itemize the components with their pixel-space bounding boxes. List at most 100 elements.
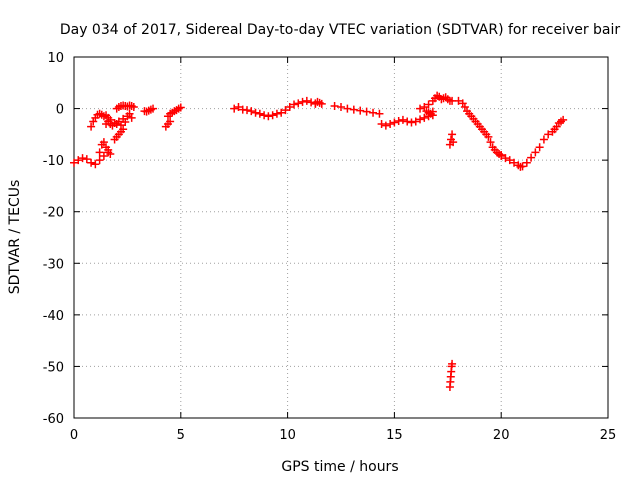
data-point [337,103,345,112]
data-point [264,112,273,121]
x-axis-label: GPS time / hours [281,459,398,475]
data-point [272,109,281,118]
data-point [302,96,311,105]
data-point [448,130,457,139]
data-point [277,108,286,117]
data-point [166,117,175,126]
data-point [411,117,420,126]
tick-layer: 0 5 10 15 20 25 10 0 -10 -20 -30 -40 -50 -60 [43,51,617,443]
data-point [99,138,108,147]
data-point [87,158,96,167]
data-point [281,106,290,115]
data-point [356,106,365,115]
data-point [486,138,495,147]
data-point [74,156,83,165]
data-point [125,109,134,118]
data-point [527,153,536,162]
x-tick-label: 5 [177,428,185,443]
x-tick-label: 25 [600,428,617,443]
data-point [518,162,527,171]
data-point [559,115,568,124]
data-point [149,104,158,113]
x-tick-label: 15 [386,428,403,443]
data-point [91,160,100,169]
data-point [317,99,326,108]
y-tick-label: -60 [43,412,64,427]
data-point [544,130,553,139]
y-tick-label: 0 [56,103,64,118]
data-point [247,107,256,116]
chart-title: Day 034 of 2017, Sidereal Day-to-day VTE… [60,22,621,38]
grid-layer [74,57,608,418]
y-axis-label: SDTVAR / TECUs [7,180,23,295]
data-point [255,109,264,118]
data-point [394,116,403,125]
data-point [70,158,78,167]
data-point [116,121,125,130]
data-point [104,145,113,154]
data-point [484,132,493,141]
data-point [390,118,399,127]
y-tick-label: -10 [43,154,64,169]
data-point [428,107,437,116]
data-point [121,117,130,126]
data-point [420,113,429,122]
y-tick-label: -20 [43,206,64,221]
data-point [369,108,378,117]
data-point [535,143,544,152]
data-point [349,105,358,114]
data-point [497,152,506,161]
data-point [522,158,531,167]
data-point [129,103,138,112]
data-point [531,148,540,157]
data-point [343,104,352,113]
data-point [260,111,269,120]
y-tick-label: -40 [43,309,64,324]
data-point [398,115,407,124]
data-point [403,117,412,126]
data-point [460,103,469,112]
data-point [298,97,307,106]
data-point [375,109,384,118]
data-point [290,100,299,109]
data-point [416,115,425,124]
data-point [82,155,91,164]
data-point [243,106,252,115]
points-layer [70,91,568,392]
data-point [510,158,519,167]
data-point [407,118,416,127]
data-point [99,152,108,161]
data-point [454,96,463,105]
data-point [285,103,294,112]
data-point [386,120,395,129]
data-point [106,149,115,158]
y-tick-label: 10 [47,51,64,66]
data-point [230,104,239,113]
data-point [95,156,104,165]
data-point [78,154,87,163]
data-point [505,156,514,165]
data-point [119,125,128,134]
x-tick-label: 20 [493,428,510,443]
data-point [251,108,260,117]
data-point [362,107,371,116]
y-tick-label: -50 [43,360,64,375]
data-point [416,104,425,113]
data-point [501,154,510,163]
x-tick-label: 0 [70,428,78,443]
data-point [234,103,243,112]
data-point [448,359,457,368]
data-point [424,100,433,109]
x-tick-label: 10 [279,428,296,443]
plot-frame [73,56,609,419]
data-point [87,122,96,131]
plot-border [73,56,609,419]
data-point [381,121,390,130]
data-point [127,113,136,122]
data-point [449,138,458,147]
data-point [176,103,185,112]
data-point [539,135,548,144]
y-tick-label: -30 [43,257,64,272]
